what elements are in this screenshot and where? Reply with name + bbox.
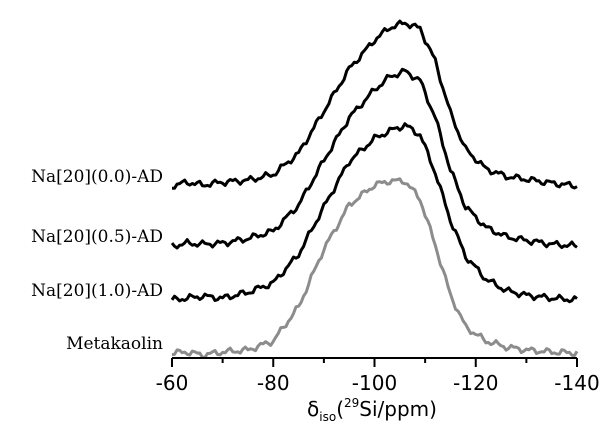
x-axis: -60 -80 -100 -120 -140 — [156, 357, 600, 395]
x-axis-label-symbol: δ — [307, 397, 319, 421]
series-labels: Na[20](0.0)-AD Na[20](0.5)-AD Na[20](1.0)-… — [31, 167, 163, 354]
x-tick-label: -140 — [554, 371, 599, 395]
x-tick-label: -120 — [453, 371, 498, 395]
x-axis-label-subscript: iso — [319, 410, 336, 424]
series-line-3 — [170, 122, 578, 304]
series-label-4: Metakaolin — [66, 334, 163, 354]
x-axis-label-open: ( — [336, 397, 344, 421]
series-line-4 — [171, 177, 579, 359]
series-line-1 — [172, 19, 578, 190]
series-label-1: Na[20](0.0)-AD — [31, 167, 163, 187]
series-label-2: Na[20](0.5)-AD — [31, 227, 163, 247]
x-tick-label: -80 — [257, 371, 290, 395]
series-line-2 — [170, 67, 578, 250]
x-tick-label: -60 — [156, 371, 189, 395]
series-layer — [170, 19, 579, 359]
x-axis-label-superscript: 29 — [344, 396, 359, 410]
x-tick-label: -100 — [352, 371, 397, 395]
series-label-3: Na[20](1.0)-AD — [31, 281, 163, 301]
x-axis-label: δiso(29Si/ppm) — [307, 396, 437, 424]
x-axis-label-rest: Si/ppm) — [359, 397, 437, 421]
